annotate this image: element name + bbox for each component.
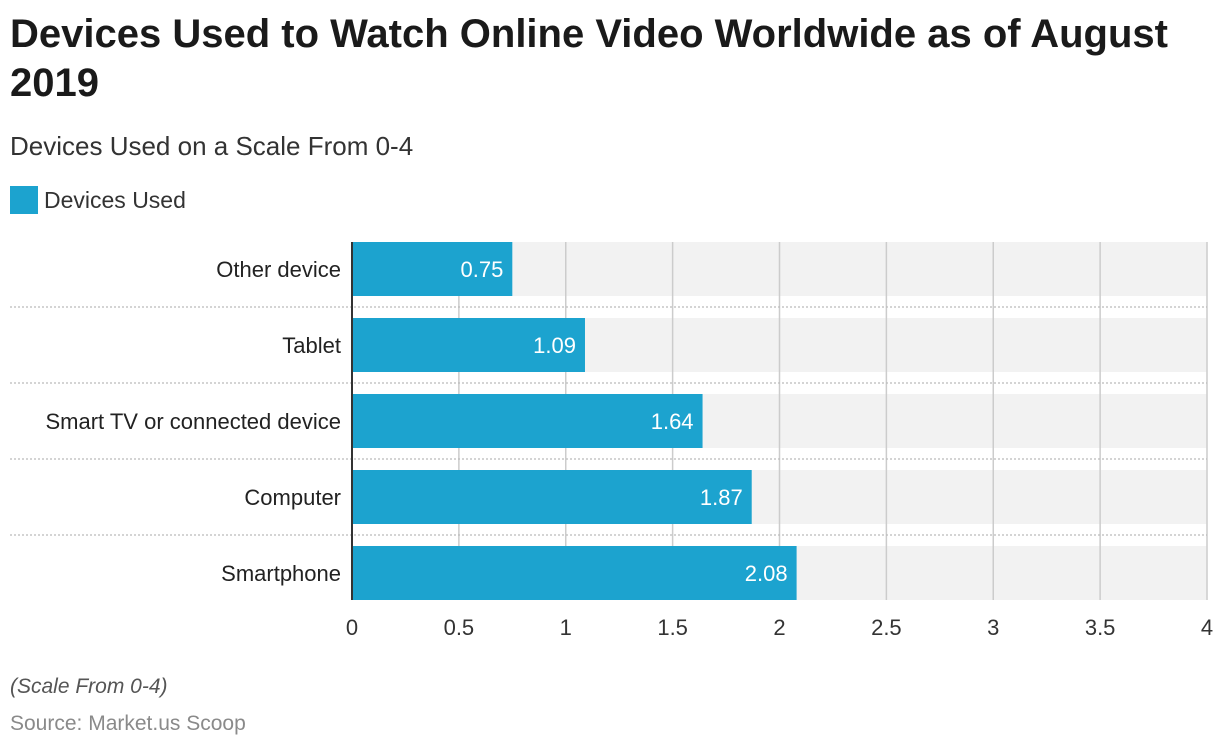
- bar: [352, 546, 797, 600]
- bar-value-label: 1.87: [700, 485, 743, 510]
- x-tick-label: 1: [560, 615, 572, 640]
- x-tick-label: 0.5: [444, 615, 475, 640]
- bar: [352, 242, 513, 296]
- x-tick-label: 3: [987, 615, 999, 640]
- chart-subtitle: Devices Used on a Scale From 0-4: [10, 131, 414, 161]
- bar-value-label: 1.09: [533, 333, 576, 358]
- source-note: Source: Market.us Scoop: [10, 712, 246, 735]
- category-label: Smart TV or connected device: [45, 409, 341, 434]
- category-label: Tablet: [282, 333, 341, 358]
- bar-value-label: 2.08: [745, 561, 788, 586]
- category-label: Other device: [216, 257, 341, 282]
- chart-legend: Devices Used: [10, 184, 186, 216]
- bar-value-label: 0.75: [460, 257, 503, 282]
- category-label: Computer: [244, 485, 341, 510]
- category-label: Smartphone: [221, 561, 341, 586]
- bar-value-label: 1.64: [651, 409, 694, 434]
- x-tick-label: 2: [773, 615, 785, 640]
- bar: [352, 470, 752, 524]
- x-tick-label: 1.5: [657, 615, 688, 640]
- x-axis-ticks: 0 0.5 1 1.5 2 2.5 3 3.5 4: [346, 615, 1213, 640]
- bar-rows: 0.75 Other device 1.09 Tablet 1.64 Smart TV o…: [45, 242, 797, 600]
- legend-label: Devices Used: [44, 186, 186, 213]
- x-tick-label: 2.5: [871, 615, 902, 640]
- bar: [352, 394, 703, 448]
- footnote: (Scale From 0-4): [10, 675, 168, 698]
- bar: [352, 318, 585, 372]
- chart-title: Devices Used to Watch Online Video World…: [10, 12, 1168, 105]
- x-tick-label: 0: [346, 615, 358, 640]
- x-tick-label: 3.5: [1085, 615, 1116, 640]
- x-tick-label: 4: [1201, 615, 1213, 640]
- legend-swatch: [10, 186, 38, 214]
